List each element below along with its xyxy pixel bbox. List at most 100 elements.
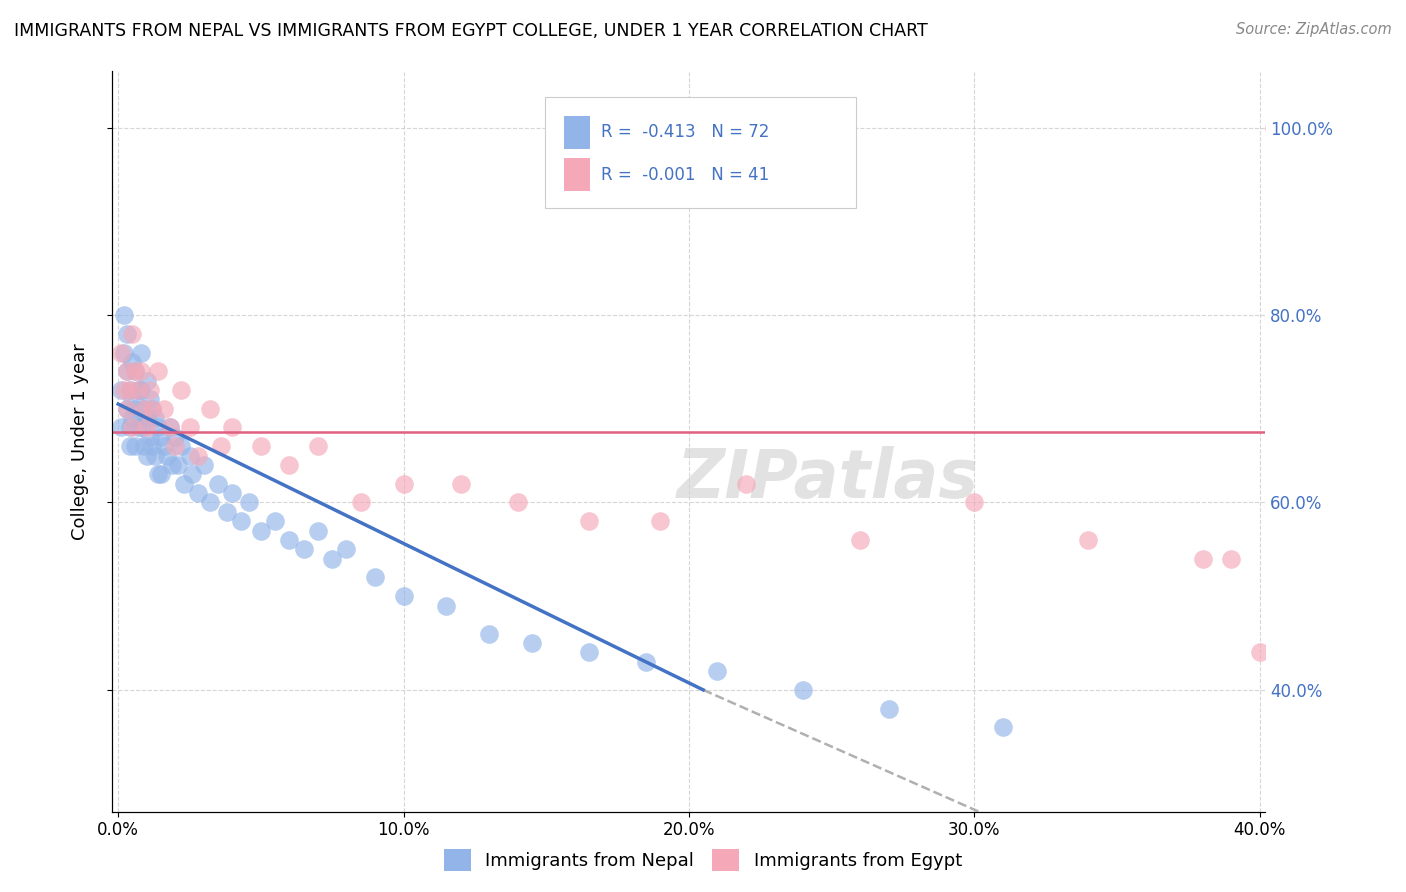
Point [292,542,315,557]
Legend: Immigrants from Nepal, Immigrants from Egypt: Immigrants from Nepal, Immigrants from E… [437,842,969,879]
Point [392,589,415,603]
Point [792,682,814,697]
Point [849,533,872,547]
Point [478,626,501,640]
Point [264,514,287,528]
Point [170,383,193,397]
Point [115,401,138,416]
Point [124,401,146,416]
Point [124,364,146,378]
Point [141,401,163,416]
Point [118,383,141,397]
Point [135,420,157,434]
Point [156,449,179,463]
Point [135,449,157,463]
Point [132,401,155,416]
Point [278,533,301,547]
Point [129,420,152,434]
Point [141,439,163,453]
Point [153,401,176,416]
Point [141,401,163,416]
Point [118,383,141,397]
Point [450,476,472,491]
Point [238,495,260,509]
Y-axis label: College, Under 1 year: College, Under 1 year [70,343,89,540]
Point [578,514,600,528]
Point [250,439,273,453]
Point [135,411,157,425]
Point [179,420,201,434]
Point [173,476,195,491]
Point [127,383,149,397]
Point [159,420,181,434]
Point [118,439,141,453]
Point [1263,120,1285,135]
Point [181,467,204,482]
Point [650,514,672,528]
Point [121,420,143,434]
Point [506,495,529,509]
Point [124,364,146,378]
FancyBboxPatch shape [546,97,856,209]
Point [153,439,176,453]
Point [112,308,135,322]
Point [193,458,215,472]
Point [706,664,728,678]
Point [991,720,1014,734]
Point [143,449,166,463]
Point [112,345,135,359]
Point [138,430,160,444]
Point [215,505,238,519]
Point [335,542,357,557]
Point [578,645,600,659]
Point [167,458,190,472]
Point [124,439,146,453]
Point [118,420,141,434]
Point [150,467,173,482]
Point [364,570,387,584]
Point [132,401,155,416]
Point [138,383,160,397]
Point [321,551,343,566]
Point [135,374,157,388]
Point [110,345,132,359]
Point [138,392,160,407]
Point [146,364,169,378]
Point [520,636,543,650]
Point [963,495,986,509]
Point [221,486,243,500]
Point [129,345,152,359]
Point [127,383,149,397]
Point [162,458,184,472]
Point [229,514,252,528]
Point [221,420,243,434]
Point [121,411,143,425]
Point [146,420,169,434]
Point [165,439,187,453]
Point [110,383,132,397]
Point [115,401,138,416]
Point [636,655,658,669]
Point [129,364,152,378]
Point [735,476,758,491]
Point [1077,533,1099,547]
Point [129,383,152,397]
Point [170,439,193,453]
Point [207,476,229,491]
Point [121,392,143,407]
Point [198,495,221,509]
FancyBboxPatch shape [564,116,589,149]
Point [278,458,301,472]
Point [150,430,173,444]
Point [307,524,329,538]
Point [127,420,149,434]
Point [110,420,132,434]
Point [112,383,135,397]
Text: R =  -0.413   N = 72: R = -0.413 N = 72 [602,123,769,141]
Text: IMMIGRANTS FROM NEPAL VS IMMIGRANTS FROM EGYPT COLLEGE, UNDER 1 YEAR CORRELATION: IMMIGRANTS FROM NEPAL VS IMMIGRANTS FROM… [14,22,928,40]
Point [392,476,415,491]
Point [209,439,232,453]
Point [146,467,169,482]
Point [1191,551,1213,566]
Point [115,364,138,378]
